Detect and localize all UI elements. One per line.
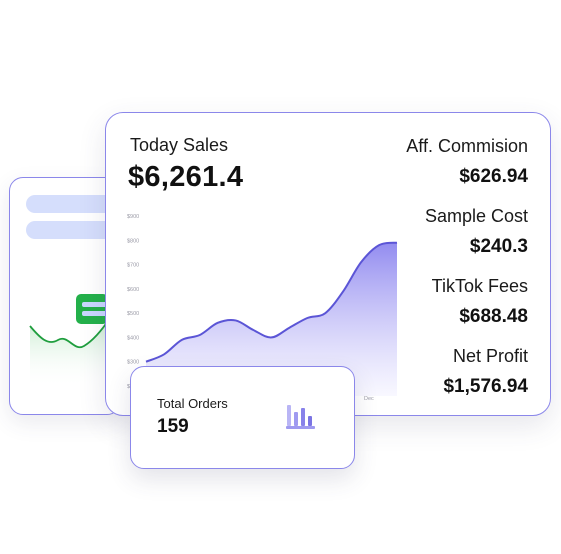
y-tick-label: $700 [127,263,139,269]
stat-tiktok-fees: TikTok Fees $688.48 [406,275,528,329]
badge-line [82,311,108,316]
today-sales-value: $6,261.4 [128,161,244,193]
y-tick-label: $900 [127,214,139,220]
x-tick-label: Dec [364,396,374,402]
total-orders-value: 159 [157,416,189,437]
stat-value: $688.48 [459,306,528,327]
y-tick-label: $400 [127,335,139,341]
series-line [145,241,398,363]
sales-area-chart: $900$800$700$600$500$400$300$200 Dec [127,214,398,402]
y-tick-label: $300 [127,360,139,366]
stat-aff-commission: Aff. Commision $626.94 [406,135,528,189]
stats-list: Aff. Commision $626.94 Sample Cost $240.… [406,135,528,415]
stat-value: $626.94 [459,166,528,187]
stat-sample-cost: Sample Cost $240.3 [406,205,528,259]
stat-label: TikTok Fees [431,276,528,296]
stat-value: $240.3 [469,236,528,257]
stat-label: Net Profit [452,346,528,366]
sales-card: Today Sales $6,261.4 Aff. Commision $626… [105,112,551,416]
area-fill [146,242,397,396]
badge-line [82,302,108,307]
stat-label: Aff. Commision [406,136,528,156]
bar-chart-icon [286,405,315,429]
placeholder-bar [26,221,120,239]
green-badge [76,294,108,324]
stat-label: Sample Cost [424,206,528,226]
placeholder-bar [26,195,120,213]
y-tick-label: $600 [127,287,139,293]
y-tick-label: $500 [127,311,139,317]
mini-line-chart [29,317,111,388]
total-orders-card: Total Orders 159 [130,366,355,469]
stat-net-profit: Net Profit $1,576.94 [406,345,528,399]
today-sales-label: Today Sales [130,135,229,155]
stat-value: $1,576.94 [443,376,528,397]
total-orders-label: Total Orders [157,396,228,411]
y-tick-label: $800 [127,238,139,244]
